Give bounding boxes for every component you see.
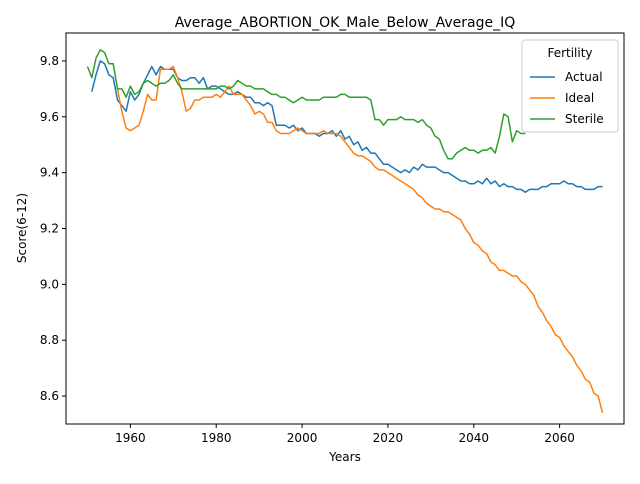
- x-tick-label: 2040: [458, 431, 489, 445]
- y-tick-label: 8.6: [40, 389, 59, 403]
- legend-title: Fertility: [547, 46, 592, 60]
- x-tick-label: 2020: [373, 431, 404, 445]
- chart-title: Average_ABORTION_OK_Male_Below_Average_I…: [175, 15, 515, 31]
- y-tick-label: 8.8: [40, 333, 59, 347]
- x-tick-label: 2060: [544, 431, 575, 445]
- x-axis-label: Years: [328, 450, 361, 464]
- legend: Fertility Actual Ideal Sterile: [521, 39, 619, 133]
- x-tick-label: 2000: [287, 431, 318, 445]
- y-tick-label: 9.6: [40, 110, 59, 124]
- y-tick-label: 9.0: [40, 277, 59, 291]
- legend-label-ideal: Ideal: [565, 91, 594, 105]
- series-line-sterile: [86, 49, 526, 160]
- legend-label-actual: Actual: [565, 70, 603, 84]
- x-tick-label: 1980: [201, 431, 232, 445]
- axis-ticks: 1960 1980 2000 2020 2040 2060 8.6 8.8 9.0 9.2 9.4 9…: [40, 54, 575, 445]
- y-axis-label: Score(6-12): [15, 193, 29, 263]
- y-tick-label: 9.4: [40, 166, 59, 180]
- y-tick-label: 9.2: [40, 222, 59, 236]
- series-lines: [86, 49, 604, 413]
- series-line-ideal: [116, 65, 604, 413]
- y-tick-label: 9.8: [40, 54, 59, 68]
- x-tick-label: 1960: [115, 431, 146, 445]
- legend-box: [521, 39, 619, 133]
- legend-label-sterile: Sterile: [565, 112, 604, 126]
- legend-items: Actual Ideal Sterile: [530, 70, 604, 126]
